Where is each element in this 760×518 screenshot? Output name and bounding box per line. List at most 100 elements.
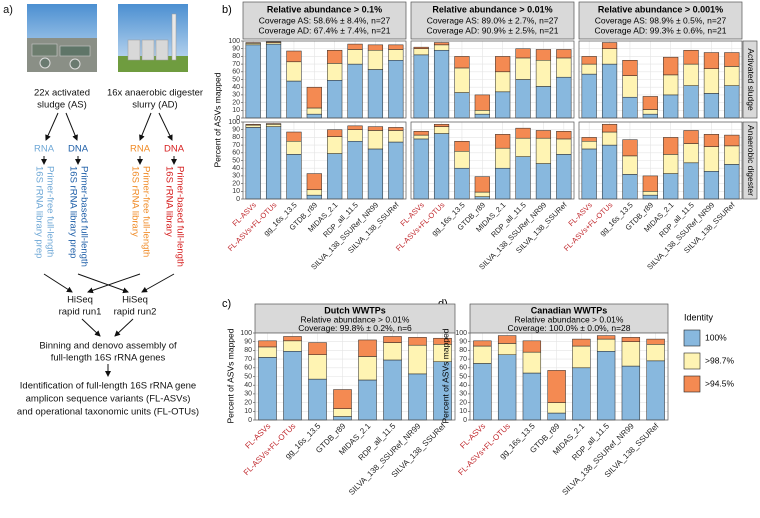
plot-border [242,40,407,119]
bar-segment [286,80,302,119]
prep-label: 16S rRNA library [129,166,140,237]
facet-subtitle: Coverage AS: 89.0% ± 2.7%, n=27 [427,15,559,25]
bar-segment [724,85,740,119]
bar-segment [663,56,679,76]
facet-row-strip [742,40,758,119]
bar-segment [388,60,404,119]
plot-border [469,332,669,421]
bar-segment [581,73,597,119]
bar-segment [347,129,363,142]
bar-segment [622,60,638,76]
bar-segment [258,340,277,348]
run-label: rapid run1 [59,307,102,318]
bar-segment [646,344,665,362]
y-tick-label: 80 [459,347,467,354]
bar-segment [454,92,470,119]
facet-subtitle: Coverage AD: 67.4% ± 7.4%, n=21 [258,25,390,35]
bar-segment [265,123,282,125]
bar-segment [333,389,352,409]
identification-label: and operational taxonomic units (FL-OTUs… [17,407,199,418]
bar-segment [683,143,699,164]
legend-swatch [683,352,701,370]
prep-label: 16S rRNA library prep [67,166,78,258]
bar-segment [646,360,665,421]
bar-segment [724,52,740,67]
chart-subtitle: Relative abundance > 0.01% [301,314,410,324]
bar-segment [347,141,363,200]
bar-segment [283,336,302,342]
bar-segment [724,134,740,147]
bar-segment [306,194,322,200]
bar-segment [388,44,404,50]
y-tick-label: 30 [232,173,240,180]
legend-title: Identity [684,312,714,322]
bar-segment [347,125,363,130]
bar-segment [572,367,591,421]
bar-segment [663,94,679,119]
y-tick-label: 0 [236,196,240,203]
y-tick-label: 90 [232,46,240,53]
run-label: HiSeq [67,295,93,306]
bar-segment [306,107,322,115]
bar-segment [515,79,531,119]
bar-segment [535,86,552,119]
assembly-label: Binning and denovo assembly of [39,341,177,352]
facet-strip [410,1,575,40]
bar-segment [622,96,638,119]
bar-segment [473,345,492,364]
y-tick-label: 50 [244,373,252,380]
facet-row-label: Anaerobic digester [746,125,756,196]
y-tick-label: 100 [240,330,252,337]
bar-segment [642,109,658,115]
y-tick-label: 20 [232,99,240,106]
legend-label: >98.7% [705,355,735,365]
bar-segment [433,337,452,345]
bar-segment [383,336,402,343]
bar-segment [703,68,720,94]
plot-border [254,332,456,421]
y-tick-label: 0 [248,417,252,424]
legend-swatch [683,329,701,347]
bar-segment [601,131,618,146]
bar-segment [245,42,261,44]
facet-strip [578,1,743,40]
bar-segment [347,63,363,119]
bar-segment [683,49,699,65]
facet-strip [242,1,407,40]
y-axis-label: Percent of ASVs mapped [225,328,235,423]
y-tick-label: 100 [228,119,240,126]
y-tick-label: 60 [232,150,240,157]
y-tick-label: 60 [244,365,252,372]
extraction-label: RNA [130,144,151,155]
bar-segment [413,46,429,49]
bar-segment [495,147,511,169]
bar-segment [473,363,492,421]
y-tick-label: 40 [232,84,240,91]
bar-segment [283,351,302,421]
bar-segment [358,339,377,357]
bar-segment [413,48,429,56]
bar-segment [265,126,282,200]
bar-segment [413,130,429,136]
source-label: slurry (AD) [132,100,177,111]
y-tick-label: 30 [459,391,467,398]
bar-segment [367,148,384,200]
bar-segment [367,44,384,51]
bar-segment [535,137,552,164]
y-tick-label: 0 [463,417,467,424]
bar-segment [454,56,470,69]
bar-segment [327,80,343,119]
facet-title: Relative abundance > 0.001% [598,4,723,14]
y-tick-label: 50 [459,373,467,380]
chart-subtitle: Coverage: 99.8% ± 0.2%, n=6 [298,323,412,333]
bar-segment [306,113,322,119]
bar-segment [497,343,517,356]
bar-segment [495,167,511,200]
legend-label: 100% [705,332,727,342]
bar-segment [581,56,597,65]
bar-segment [408,344,427,375]
bar-segment [547,402,566,414]
bar-segment [367,69,384,119]
extraction-label: RNA [34,144,55,155]
y-tick-label: 10 [244,408,252,415]
